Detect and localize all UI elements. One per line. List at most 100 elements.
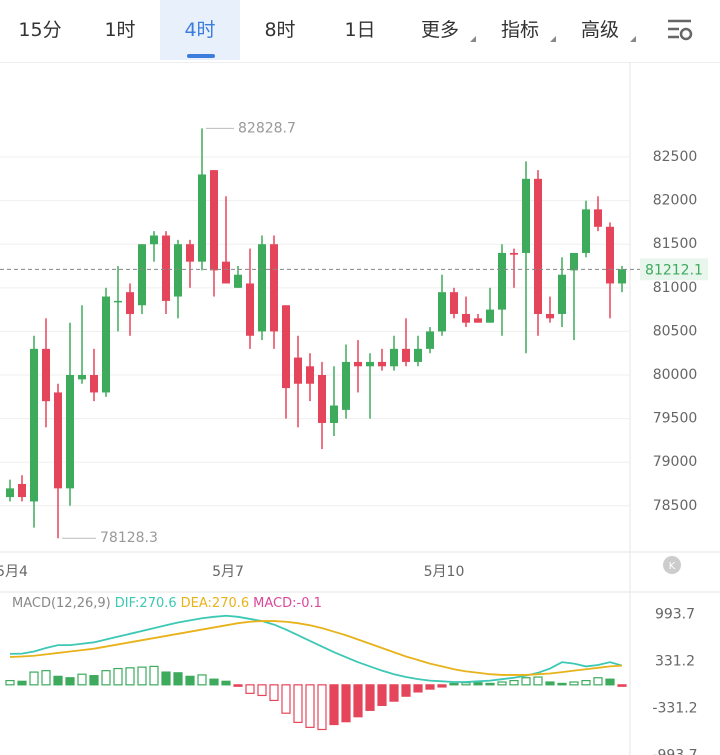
candle-body xyxy=(522,178,530,253)
macd-line xyxy=(9,620,623,676)
candle-body xyxy=(198,174,206,262)
macd-bar xyxy=(329,684,339,726)
macd-bar xyxy=(41,670,51,686)
macd-bar xyxy=(245,684,255,694)
macd-bar xyxy=(101,670,111,686)
tab[interactable]: 8时 xyxy=(264,19,296,41)
x-tick-label: 5月4 xyxy=(0,564,28,580)
tab[interactable]: 1时 xyxy=(104,19,136,41)
macd-bar xyxy=(437,684,447,688)
y-tick-label: 78500 xyxy=(653,498,698,514)
candle-body xyxy=(354,361,362,367)
y-tick-label: 79500 xyxy=(653,411,698,427)
candle-body xyxy=(174,244,182,297)
macd-bar xyxy=(425,684,435,690)
candle-body xyxy=(450,292,458,314)
candle-body xyxy=(114,300,122,303)
y-tick-label: 81500 xyxy=(653,236,698,252)
macd-bar xyxy=(173,672,183,686)
candle-body xyxy=(486,309,494,323)
macd-bar xyxy=(461,682,471,686)
min-label: 78128.3 xyxy=(100,530,158,546)
macd-bar xyxy=(449,682,459,686)
candle-body xyxy=(402,348,410,362)
macd-bar xyxy=(593,677,603,686)
macd-legend: MACD(12,26,9) DIF:270.6 DEA:270.6 MACD:-0.1 xyxy=(12,596,322,611)
candle-body xyxy=(234,274,242,288)
candle-body xyxy=(570,252,578,271)
macd-bar xyxy=(473,682,483,686)
macd-bar xyxy=(281,684,291,714)
legend-item: MACD:-0.1 xyxy=(253,596,322,611)
max-label: 82828.7 xyxy=(238,120,296,136)
macd-bar xyxy=(125,667,135,686)
settings-icon[interactable] xyxy=(640,0,720,60)
candle-body xyxy=(186,244,194,262)
y-tick-label: -993.7 xyxy=(652,747,697,755)
tab[interactable]: 1日 xyxy=(344,19,376,41)
candle-body xyxy=(306,366,314,384)
x-tick-label: 5月7 xyxy=(212,564,244,580)
macd-bar xyxy=(29,671,39,686)
macd-bar xyxy=(401,684,411,697)
macd-bar xyxy=(509,679,519,686)
macd-bar xyxy=(233,684,243,687)
tab[interactable]: 高级 xyxy=(560,0,640,60)
macd-bar xyxy=(545,681,555,686)
tab[interactable]: 更多 xyxy=(400,0,480,60)
last-price-box xyxy=(640,258,708,281)
macd-bar xyxy=(497,681,507,686)
candle-body xyxy=(30,348,38,502)
candle-body xyxy=(54,392,62,489)
candle-body xyxy=(378,361,386,367)
tab[interactable]: 指标 xyxy=(480,0,560,60)
macd-bar xyxy=(377,684,387,706)
y-tick-label: 82500 xyxy=(653,149,698,165)
candle-body xyxy=(318,375,326,423)
candle-body xyxy=(558,274,566,314)
tab[interactable]: 4时 xyxy=(160,0,240,60)
candle-body xyxy=(582,209,590,253)
candle-body xyxy=(42,348,50,402)
macd-line xyxy=(9,614,623,683)
candle-body xyxy=(258,244,266,332)
candle-body xyxy=(90,375,98,393)
legend-item: DEA:270.6 xyxy=(181,596,250,611)
candle-body xyxy=(6,488,14,498)
macd-bar xyxy=(5,679,15,686)
candle-body xyxy=(78,375,86,380)
legend-item: DIF:270.6 xyxy=(115,596,177,611)
macd-bar xyxy=(197,674,207,686)
macd-bar xyxy=(17,680,27,686)
candle-body xyxy=(546,313,554,319)
macd-bar xyxy=(149,665,159,686)
y-tick-label: 80500 xyxy=(653,323,698,339)
y-tick-label: 82000 xyxy=(653,193,698,209)
macd-bar xyxy=(341,684,351,723)
candle-body xyxy=(474,318,482,323)
macd-bar xyxy=(521,677,531,686)
macd-bar xyxy=(605,678,615,686)
legend-item: MACD(12,26,9) xyxy=(12,596,111,611)
macd-bar xyxy=(89,675,99,686)
timeframe-tabs: 15分 1时 4时 8时 1日 更多 指标 高级 xyxy=(0,0,720,63)
tab[interactable]: 15分 xyxy=(18,19,62,41)
macd-bar xyxy=(317,684,327,731)
candle-body xyxy=(18,483,26,498)
y-tick-label: 81000 xyxy=(653,280,698,296)
candle-body xyxy=(102,296,110,393)
y-tick-label: 331.2 xyxy=(655,653,695,669)
macd-bar xyxy=(137,666,147,686)
macd-bar xyxy=(77,673,87,686)
candle-body xyxy=(150,235,158,245)
candle-body xyxy=(294,357,302,384)
candle-body xyxy=(210,170,218,271)
macd-bar xyxy=(53,675,63,686)
macd-bar xyxy=(221,680,231,686)
k-icon[interactable] xyxy=(663,556,681,574)
candle-body xyxy=(246,283,254,336)
macd-bar xyxy=(353,684,363,718)
candle-body xyxy=(138,244,146,306)
last-price-label: 81212.1 xyxy=(645,262,703,278)
y-tick-label: 79000 xyxy=(653,454,698,470)
